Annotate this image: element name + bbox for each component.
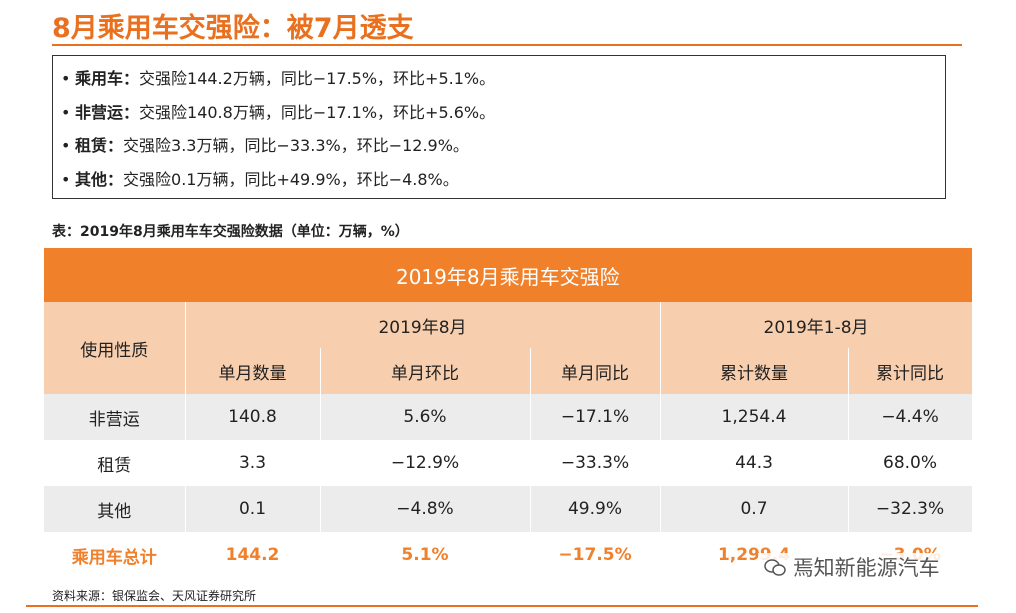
column-header: 单月同比	[530, 348, 661, 394]
table-cell: 0.7	[660, 486, 849, 532]
bullet-text: 交强险140.8万辆，同比−17.1%，环比+5.6%。	[139, 102, 496, 122]
table-row: 非营运 140.8 5.6% −17.1% 1,254.4 −4.4%	[44, 394, 973, 440]
table-cell: 49.9%	[530, 486, 661, 532]
bullet: • 租赁：交强险3.3万辆，同比−33.3%，环比−12.9%。	[61, 136, 469, 155]
table-cell: 非营运	[44, 394, 186, 440]
bullet-label: 其他：	[75, 169, 124, 189]
total-cell: −17.5%	[530, 532, 661, 578]
total-cell: 5.1%	[320, 532, 531, 578]
table-cell: −4.8%	[320, 486, 531, 532]
table-cell: 1,254.4	[660, 394, 849, 440]
bullet-label: 乘用车：	[75, 69, 140, 88]
table-cell: 其他	[44, 486, 186, 532]
data-table: 2019年8月乘用车交强险 使用性质 2019年8月 2019年1-8月 单月数…	[44, 248, 973, 578]
table-cell: −32.3%	[848, 486, 973, 532]
table-row: 租赁 3.3 −12.9% −33.3% 44.3 68.0%	[44, 440, 973, 486]
table-cell: −17.1%	[530, 394, 661, 440]
wechat-icon	[764, 559, 786, 576]
table-cell: −12.9%	[320, 440, 531, 486]
bullet-text: 交强险144.2万辆，同比−17.5%，环比+5.1%。	[139, 69, 496, 88]
table-row: 其他 0.1 −4.8% 49.9% 0.7 −32.3%	[44, 486, 973, 532]
bullet-label: 租赁：	[75, 136, 124, 155]
bullet: • 非营运：交强险140.8万辆，同比−17.1%，环比+5.6%。	[61, 102, 496, 122]
column-header: 累计数量	[660, 348, 849, 394]
column-header: 单月数量	[185, 348, 321, 394]
total-cell: 144.2	[185, 532, 321, 578]
watermark: 焉知新能源汽车	[758, 553, 946, 583]
bullet-box: • 乘用车：交强险144.2万辆，同比−17.5%，环比+5.1%。 • 非营运：交…	[52, 55, 946, 199]
table-cell: −33.3%	[530, 440, 661, 486]
column-header: 单月环比	[320, 348, 531, 394]
table-cell: 68.0%	[848, 440, 973, 486]
bullet: • 其他：交强险0.1万辆，同比+49.9%，环比−4.8%。	[61, 169, 459, 189]
table-cell: 5.6%	[320, 394, 531, 440]
group-header: 2019年8月	[185, 302, 661, 348]
table-title: 2019年8月乘用车交强险	[44, 248, 973, 302]
total-cell: 乘用车总计	[44, 532, 186, 578]
bottom-rule	[26, 605, 978, 607]
bullet: • 乘用车：交强险144.2万辆，同比−17.5%，环比+5.1%。	[61, 69, 496, 88]
source: 资料来源：银保监会、天风证券研究所	[52, 589, 257, 603]
bullet-text: 交强险3.3万辆，同比−33.3%，环比−12.9%。	[123, 136, 469, 155]
table-cell: 3.3	[185, 440, 321, 486]
title-rule	[52, 44, 962, 46]
group-header: 2019年1-8月	[660, 302, 973, 348]
column-header: 累计同比	[848, 348, 973, 394]
table-caption: 表：2019年8月乘用车车交强险数据（单位：万辆，%）	[52, 224, 409, 240]
table-cell: 0.1	[185, 486, 321, 532]
bullet-label: 非营运：	[75, 102, 140, 122]
table-cell: 140.8	[185, 394, 321, 440]
table-cell: 44.3	[660, 440, 849, 486]
bullet-text: 交强险0.1万辆，同比+49.9%，环比−4.8%。	[123, 169, 459, 189]
watermark-text: 焉知新能源汽车	[792, 556, 940, 580]
table-cell: −4.4%	[848, 394, 973, 440]
table-cell: 租赁	[44, 440, 186, 486]
row-label-header: 使用性质	[44, 302, 186, 394]
title: 8月乘用车交强险：被7月透支	[52, 13, 414, 44]
